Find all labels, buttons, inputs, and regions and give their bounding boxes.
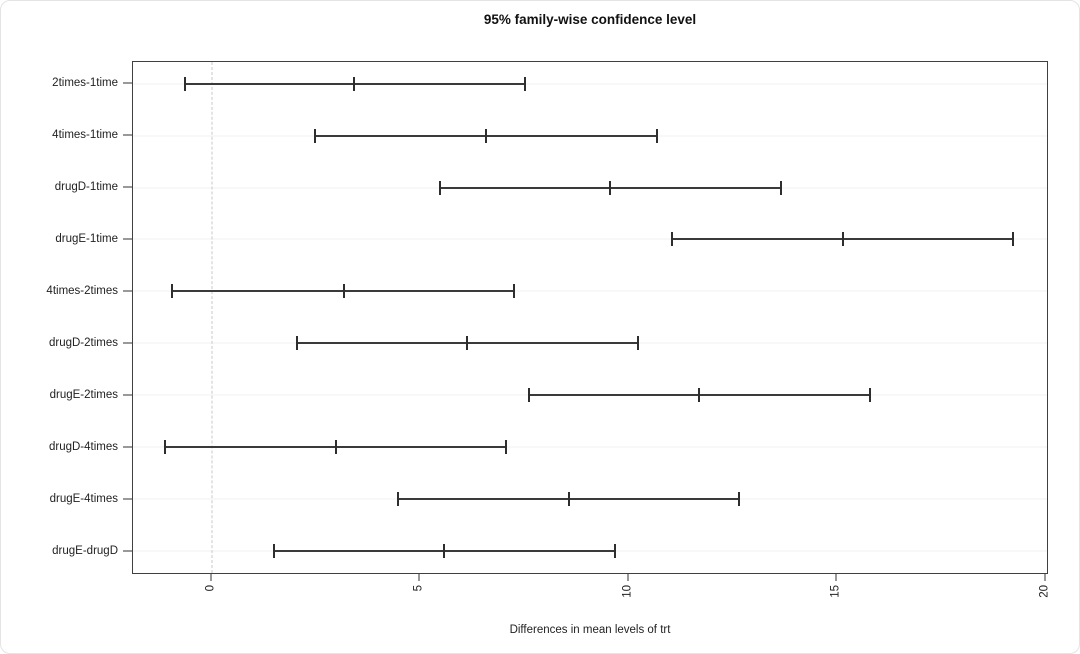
ci-upper-cap — [1012, 232, 1015, 247]
y-axis-tick — [123, 290, 132, 292]
x-axis-tick — [1044, 574, 1046, 581]
x-axis-tick-label: 15 — [829, 585, 842, 598]
ci-center-tick — [698, 388, 701, 402]
ci-center-tick — [466, 336, 469, 351]
x-axis-tick-label: 0 — [204, 585, 217, 592]
y-axis-tick — [123, 186, 132, 188]
y-axis-tick — [123, 82, 132, 84]
y-axis-tick — [123, 498, 132, 500]
ci-lower-cap — [183, 76, 186, 91]
ci-center-tick — [342, 284, 345, 299]
y-axis-label: 4times-2times — [46, 285, 118, 298]
ci-upper-cap — [868, 388, 871, 402]
ci-upper-cap — [524, 76, 527, 91]
ci-lower-cap — [295, 336, 298, 351]
x-axis-title: Differences in mean levels of trt — [509, 624, 671, 636]
x-axis-tick — [835, 574, 837, 581]
x-axis-tick — [210, 574, 212, 581]
x-axis-tick-label: 10 — [621, 585, 634, 598]
x-axis-tick — [418, 574, 420, 581]
ci-center-tick — [353, 76, 356, 91]
y-axis-tick — [123, 342, 132, 344]
ci-center-tick — [841, 232, 844, 247]
ci-lower-cap — [439, 180, 442, 195]
ci-lower-cap — [164, 439, 167, 454]
ci-lower-cap — [171, 284, 174, 299]
gridline — [133, 290, 1047, 292]
x-axis-tick-label: 5 — [412, 585, 425, 592]
y-axis-tick — [123, 446, 132, 448]
y-axis-tick — [123, 550, 132, 552]
y-axis-tick — [123, 394, 132, 396]
ci-upper-cap — [636, 336, 639, 351]
ci-center-tick — [443, 543, 446, 558]
y-axis-label: drugD-2times — [48, 337, 118, 350]
ci-center-tick — [609, 180, 612, 195]
y-axis-label: 4times-1time — [52, 129, 118, 142]
zero-reference-line — [211, 62, 213, 573]
y-axis-label: drugE-drugD — [52, 545, 118, 558]
y-axis-label: drugE-2times — [49, 389, 118, 402]
ci-lower-cap — [396, 491, 399, 506]
y-axis-tick — [123, 134, 132, 136]
ci-upper-cap — [513, 284, 516, 299]
x-axis-tick — [627, 574, 629, 581]
ci-center-tick — [484, 128, 487, 143]
ci-lower-cap — [273, 543, 276, 558]
y-axis-label: drugE-4times — [49, 493, 118, 506]
ci-upper-cap — [779, 180, 782, 195]
y-axis-label: drugD-1time — [54, 181, 118, 194]
ci-center-tick — [567, 491, 570, 506]
gridline — [133, 83, 1047, 85]
x-axis: 0 5 10 15 20 — [132, 574, 1051, 634]
ci-upper-cap — [614, 543, 617, 558]
chart-title: 95% family-wise confidence level — [483, 12, 697, 27]
y-axis: 2times-1time 4times-1time drugD-1time drugE… — [1, 61, 132, 574]
y-axis-label: drugD-4times — [48, 441, 118, 454]
x-axis-tick-label: 20 — [1038, 585, 1051, 598]
y-axis-label: 2times-1time — [52, 77, 118, 90]
ci-upper-cap — [505, 439, 508, 454]
y-axis-tick — [123, 238, 132, 240]
y-axis-label: drugE-1time — [55, 233, 118, 246]
ci-upper-cap — [738, 491, 741, 506]
gridline — [133, 238, 1047, 240]
ci-lower-cap — [313, 128, 316, 143]
ci-lower-cap — [527, 388, 530, 402]
ci-center-tick — [335, 439, 338, 454]
ci-lower-cap — [670, 232, 673, 247]
ci-upper-cap — [655, 128, 658, 143]
gridline — [133, 446, 1047, 448]
plot-area — [132, 61, 1048, 574]
